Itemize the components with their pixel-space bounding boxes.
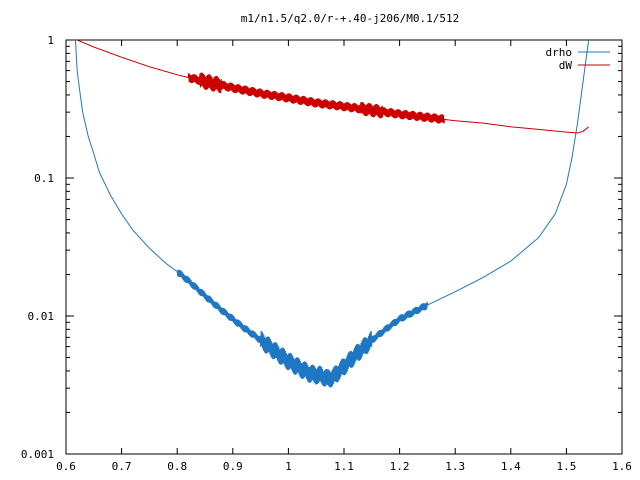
x-tick-label: 0.9 — [223, 460, 243, 473]
x-tick-label: 1 — [285, 460, 292, 473]
series-line-drho — [74, 39, 590, 388]
legend-label-dW: dW — [559, 59, 573, 72]
x-tick-label: 1.1 — [334, 460, 354, 473]
x-tick-label: 0.7 — [112, 460, 132, 473]
y-tick-label: 0.1 — [34, 172, 54, 185]
series-lines — [74, 39, 590, 388]
x-tick-label: 1.4 — [501, 460, 521, 473]
chart-title: m1/n1.5/q2.0/r-+.40-j206/M0.1/512 — [241, 12, 460, 25]
x-tick-label: 0.6 — [56, 460, 76, 473]
y-tick-label: 1 — [47, 34, 54, 47]
y-tick-label: 0.01 — [28, 310, 55, 323]
x-tick-label: 1.6 — [612, 460, 632, 473]
x-tick-label: 1.3 — [445, 460, 465, 473]
series-line-dW — [76, 39, 589, 134]
x-tick-label: 1.5 — [556, 460, 576, 473]
x-tick-label: 0.8 — [167, 460, 187, 473]
legend-label-drho: drho — [546, 46, 573, 59]
axis-ticks: 0.6 0.7 0.8 0.9 1 1.1 1.2 1.3 1.4 1.5 1.6 1 0.1 0.01 0… — [21, 34, 632, 473]
y-tick-label: 0.001 — [21, 448, 54, 461]
plot-frame — [65, 39, 623, 455]
x-tick-label: 1.2 — [390, 460, 410, 473]
